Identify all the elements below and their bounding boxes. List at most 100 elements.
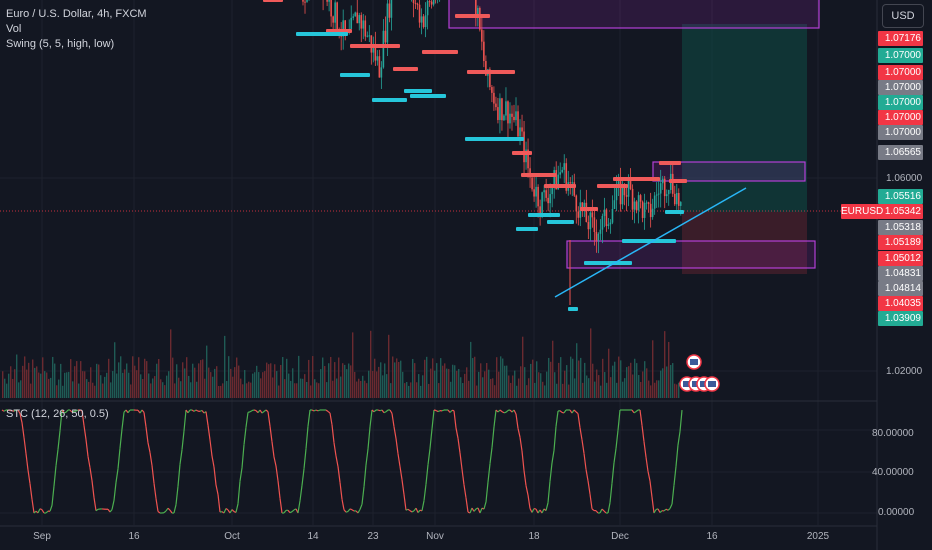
swing-low-4 [404, 89, 432, 93]
candle-165 [591, 199, 594, 228]
swing-high-9 [544, 184, 576, 188]
candle-177 [615, 175, 618, 212]
stc-segment-304 [607, 502, 611, 514]
price-label: 1.03909 [878, 311, 923, 326]
stc-segment-13 [25, 453, 29, 471]
stc-segment-10 [19, 413, 23, 423]
x-tick-label: 16 [706, 531, 718, 542]
x-tick-label: Sep [33, 531, 51, 542]
stc-segment-327 [653, 509, 657, 514]
swing-high-11 [597, 184, 628, 188]
stc-segment-146 [291, 509, 295, 513]
stc-segment-246 [491, 426, 495, 448]
legend-volume[interactable]: Vol [6, 23, 22, 35]
stc-segment-202 [403, 494, 407, 511]
legend-symbol[interactable]: Euro / U.S. Dollar, 4h, FXCM [6, 8, 147, 20]
legend-stc[interactable]: STC (12, 26, 50, 0.5) [6, 408, 109, 420]
candle-157 [575, 194, 578, 224]
legend-swing[interactable]: Swing (5, 5, high, low) [6, 38, 115, 50]
stc-segment-113 [225, 508, 229, 511]
candle-137 [535, 175, 537, 208]
candle-31 [322, 0, 324, 11]
stc-segment-168 [335, 455, 339, 467]
event-flag-icon [704, 376, 720, 392]
candle-53 [366, 31, 369, 38]
candle-171 [603, 197, 606, 228]
candle-187 [635, 200, 638, 214]
stc-tick-40: 40.00000 [872, 467, 914, 478]
stc-segment-126 [251, 409, 255, 412]
stc-segment-167 [333, 442, 337, 457]
stc-segment-328 [655, 508, 659, 511]
stc-segment-182 [363, 465, 367, 487]
candle-146 [553, 166, 555, 199]
candle-75 [411, 0, 412, 2]
stc-segment-332 [663, 508, 667, 512]
stc-segment-12 [23, 437, 27, 454]
candle-182 [625, 186, 628, 212]
stc-segment-149 [297, 500, 301, 514]
volume-bars [2, 328, 680, 398]
stc-segment-45 [89, 467, 93, 481]
stc-segment-105 [209, 439, 213, 457]
x-tick-label: Dec [611, 531, 629, 542]
stc-segment-214 [427, 448, 431, 465]
stc-segment-131 [261, 411, 265, 414]
stc-segment-321 [641, 425, 645, 442]
stc-segment-133 [265, 409, 269, 413]
stc-segment-170 [339, 482, 343, 500]
candle-133 [527, 138, 529, 178]
candle-124 [509, 102, 511, 129]
stc-segment-17 [33, 510, 37, 514]
candle-167 [595, 219, 598, 253]
stc-segment-40 [79, 409, 83, 412]
candle-121 [503, 114, 505, 122]
candle-135 [531, 177, 533, 192]
zone-box-1 [652, 161, 806, 182]
candle-126 [513, 104, 515, 123]
stc-segment-101 [201, 410, 205, 414]
stc-segment-296 [591, 508, 595, 512]
swing-high-4 [422, 50, 458, 54]
stc-segment-337 [673, 466, 677, 486]
candle-179 [619, 167, 622, 212]
swing-low-0 [296, 32, 348, 36]
stc-segment-253 [505, 409, 509, 413]
candle-197 [655, 182, 658, 208]
stc-segment-90 [179, 449, 183, 465]
candle-37 [334, 0, 336, 31]
stc-segment-230 [459, 452, 463, 470]
stc-segment-11 [21, 422, 25, 438]
stc-segment-87 [173, 504, 177, 514]
stc-segment-38 [75, 409, 79, 412]
stc-segment-306 [611, 462, 615, 484]
candle-125 [511, 105, 513, 131]
stc-segment-142 [283, 509, 287, 514]
candle-170 [601, 213, 604, 244]
stc-segment-186 [371, 409, 375, 413]
stc-segment-92 [183, 409, 187, 432]
candle-22 [304, 0, 306, 14]
candle-136 [533, 176, 535, 202]
stc-segment-335 [669, 503, 673, 509]
stc-segment-216 [431, 409, 435, 429]
currency-button[interactable]: USD [882, 4, 924, 28]
price-label: 1.07176 [878, 31, 923, 46]
stc-segment-118 [235, 503, 239, 513]
candle-149 [559, 162, 562, 179]
candle-110 [481, 17, 483, 51]
stc-segment-317 [633, 411, 637, 414]
stc-segment-20 [39, 508, 43, 511]
candle-175 [611, 195, 614, 225]
stc-segment-48 [95, 508, 99, 512]
candle-50 [360, 12, 363, 43]
stc-segment-158 [315, 409, 319, 412]
stc-segment-236 [471, 507, 475, 512]
stc-segment-249 [497, 409, 501, 413]
stc-segment-290 [579, 427, 583, 440]
stc-segment-193 [385, 409, 389, 413]
stc-segment-276 [551, 450, 555, 464]
price-label: 1.07000 [878, 110, 923, 125]
stc-segment-190 [379, 409, 383, 412]
